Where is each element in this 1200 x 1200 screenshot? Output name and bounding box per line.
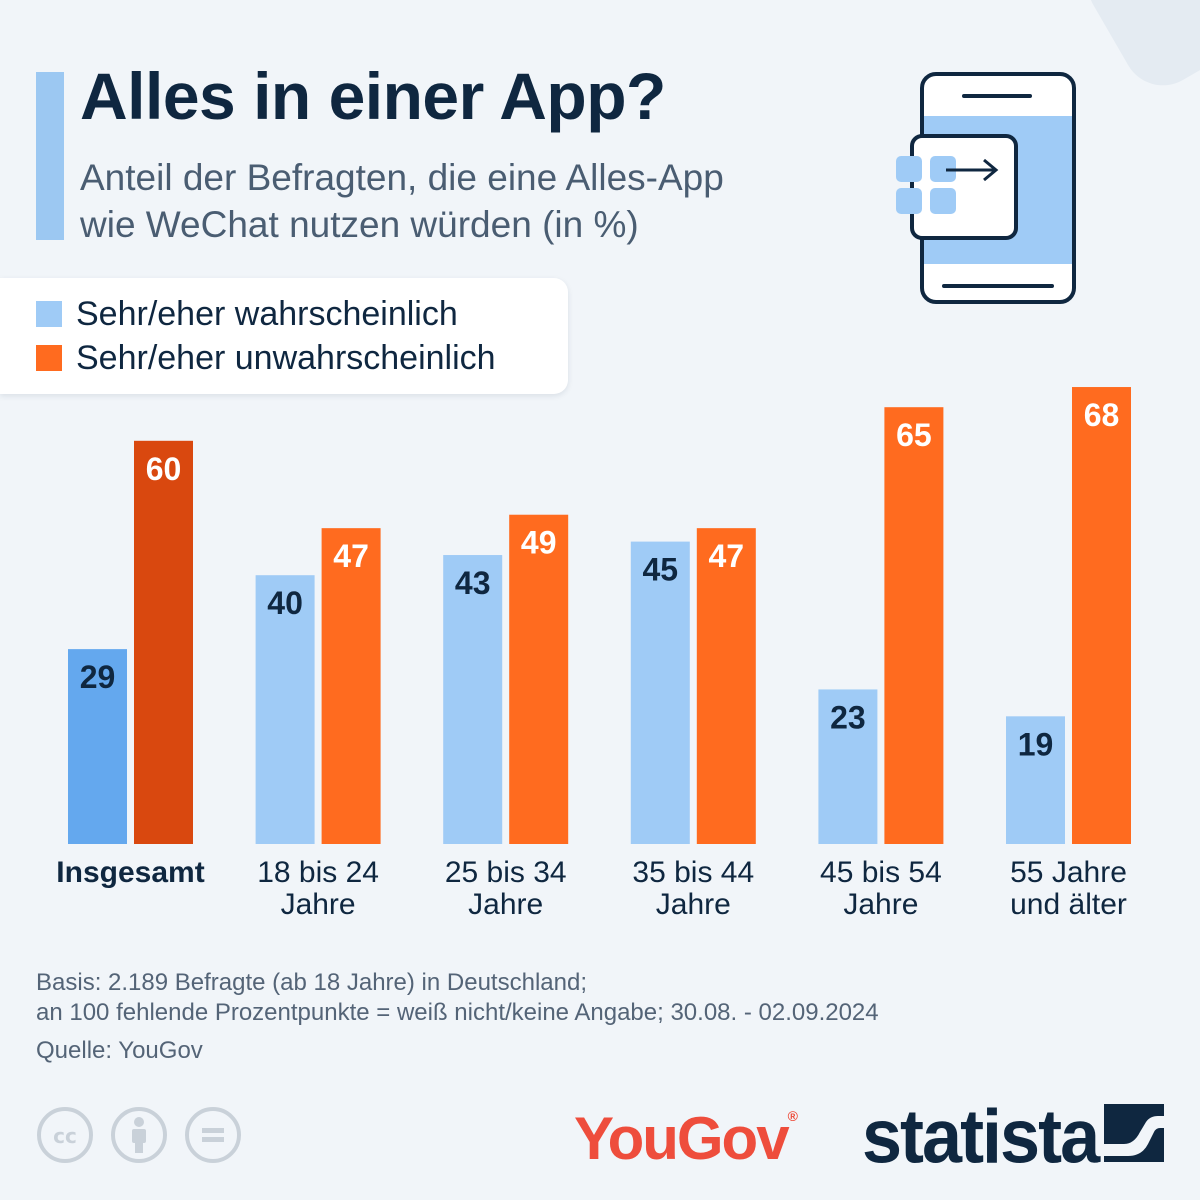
registered-mark: ®: [787, 1108, 798, 1124]
legend-item-likely: Sehr/eher wahrscheinlich: [36, 292, 458, 336]
category-label: Jahre: [843, 888, 918, 921]
chart-legend: Sehr/eher wahrscheinlich Sehr/eher unwah…: [0, 278, 568, 394]
license-icons: cc: [36, 1106, 258, 1164]
category-label: 45 bis 54: [820, 856, 942, 889]
yougov-logo: YouGov®: [574, 1104, 798, 1173]
page-subtitle: Anteil der Befragten, die eine Alles-App…: [80, 154, 840, 248]
cc-icon[interactable]: cc: [36, 1106, 94, 1164]
legend-item-unlikely: Sehr/eher unwahrscheinlich: [36, 336, 496, 380]
category-label: 55 Jahre: [1010, 856, 1127, 889]
bar-value-label: 43: [455, 565, 491, 601]
title-accent-bar: [36, 72, 64, 240]
svg-text:cc: cc: [53, 1124, 77, 1148]
footnote: Basis: 2.189 Befragte (ab 18 Jahre) in D…: [36, 968, 1136, 1066]
bar-value-label: 40: [267, 585, 303, 621]
bar-value-label: 47: [333, 538, 369, 574]
legend-swatch-likely: [36, 301, 62, 327]
yougov-logo-text: YouGov: [574, 1105, 790, 1172]
bar-unlikely: [696, 528, 756, 844]
subtitle-line: wie WeChat nutzen würden (in %): [80, 204, 639, 245]
bar-unlikely: [321, 528, 381, 844]
statista-logo: statista: [862, 1094, 1100, 1180]
bar-value-label: 60: [146, 451, 182, 487]
bar-likely: [630, 541, 690, 844]
no-derivatives-icon[interactable]: [184, 1106, 242, 1164]
source-label: Quelle: YouGov: [36, 1037, 203, 1064]
bar-likely: [1006, 716, 1065, 844]
category-label: 35 bis 44: [632, 856, 754, 889]
bar-value-label: 23: [830, 699, 866, 735]
page-title: Alles in einer App?: [80, 59, 666, 133]
bar-value-label: 19: [1018, 726, 1054, 762]
bar-likely: [818, 689, 878, 844]
bar-value-label: 68: [1084, 397, 1120, 433]
category-label: 18 bis 24: [257, 856, 379, 889]
legend-label: Sehr/eher unwahrscheinlich: [76, 338, 496, 377]
bar-likely: [68, 649, 127, 844]
category-label: Jahre: [656, 888, 731, 921]
bar-value-label: 47: [709, 538, 745, 574]
footnote-line: Basis: 2.189 Befragte (ab 18 Jahre) in D…: [36, 969, 587, 996]
bar-value-label: 65: [896, 417, 932, 453]
bar-value-label: 49: [521, 525, 557, 561]
bar-value-label: 29: [80, 659, 116, 695]
category-label: und älter: [1010, 888, 1127, 921]
category-label: Insgesamt: [56, 856, 204, 889]
bar-unlikely: [134, 440, 193, 844]
legend-label: Sehr/eher wahrscheinlich: [76, 294, 458, 333]
attribution-icon[interactable]: [110, 1106, 168, 1164]
legend-swatch-unlikely: [36, 345, 62, 371]
category-label: Jahre: [468, 888, 543, 921]
statista-mark-icon: [1104, 1104, 1164, 1162]
bar-value-label: 45: [643, 552, 679, 588]
phone-app-illustration: [880, 60, 1100, 315]
bar-unlikely: [1072, 387, 1131, 844]
bar-unlikely: [509, 514, 569, 844]
footnote-line: an 100 fehlende Prozentpunkte = weiß nic…: [36, 999, 879, 1026]
category-label: Jahre: [281, 888, 356, 921]
bar-likely: [443, 555, 503, 844]
subtitle-line: Anteil der Befragten, die eine Alles-App: [80, 157, 724, 198]
category-label: 25 bis 34: [445, 856, 567, 889]
bar-likely: [255, 575, 315, 844]
bar-unlikely: [884, 407, 944, 844]
